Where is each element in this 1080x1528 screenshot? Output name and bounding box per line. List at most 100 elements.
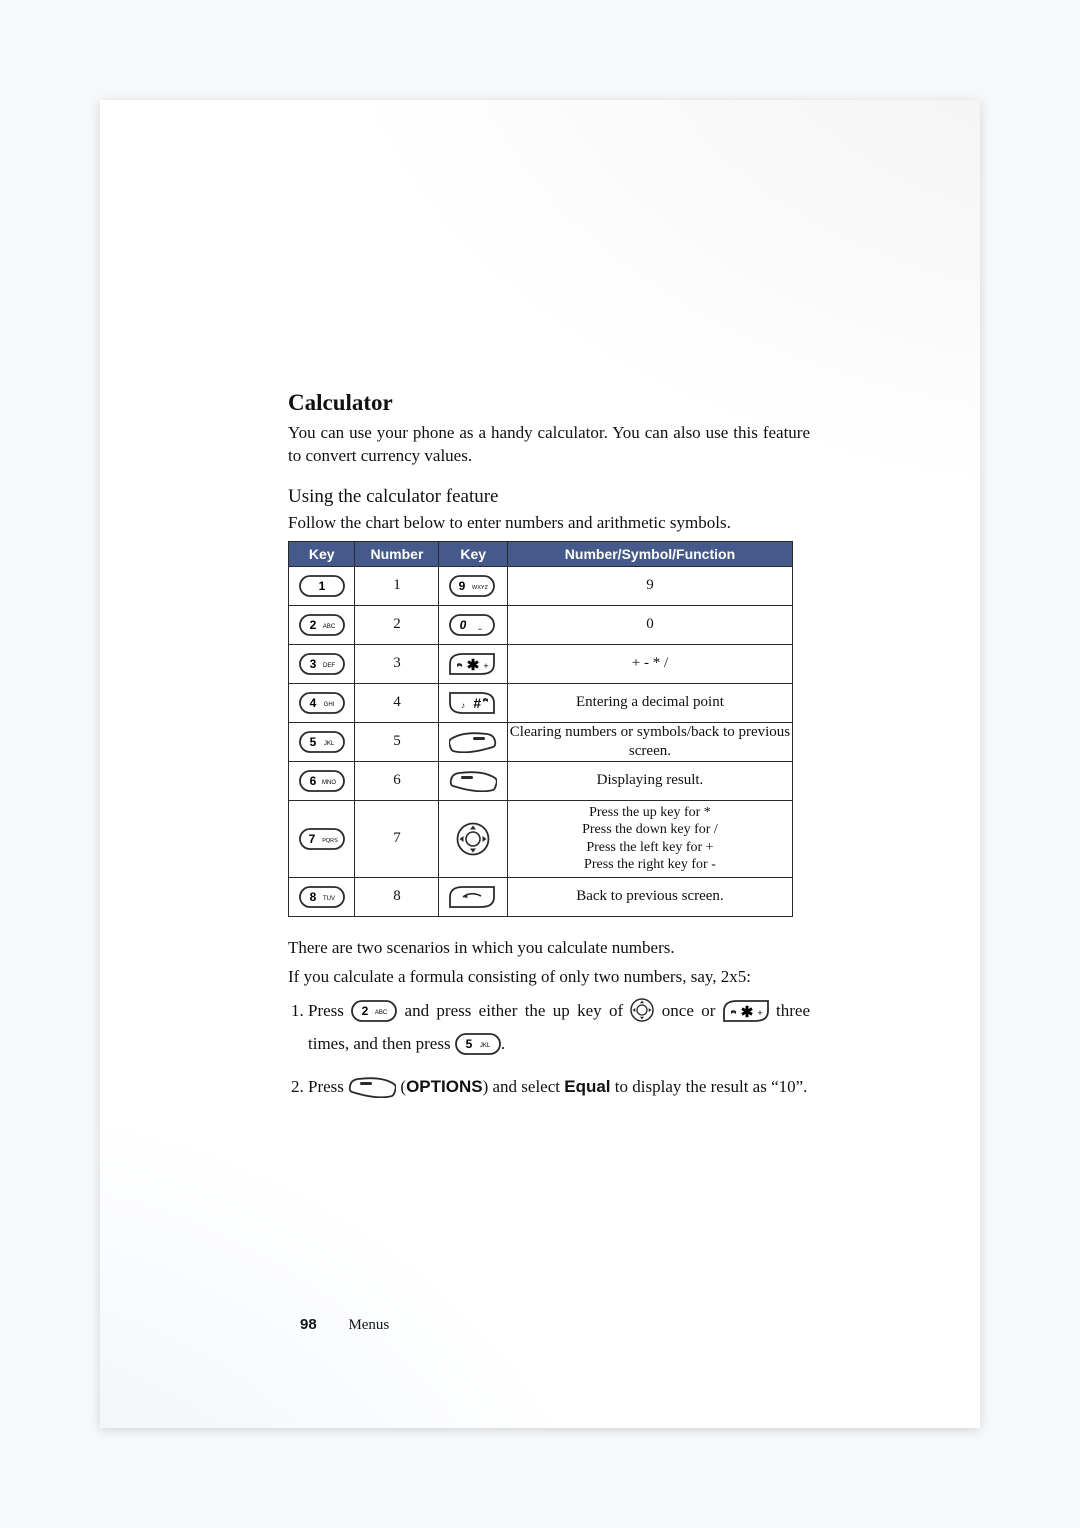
func-line: 9	[508, 576, 792, 595]
number-cell: 1	[355, 566, 439, 605]
scenarios-ifline: If you calculate a formula consisting of…	[288, 966, 810, 989]
func-line: Clearing numbers or symbols/back to prev…	[508, 723, 792, 761]
step-2: Press (OPTIONS) and select Equal to disp…	[308, 1073, 810, 1106]
number-cell: 8	[355, 877, 439, 916]
step1-c: once or	[662, 1001, 723, 1020]
function-cell: Clearing numbers or symbols/back to prev…	[507, 722, 792, 761]
col-key-left: Key	[289, 541, 355, 566]
func-line: Press the down key for /	[508, 821, 792, 839]
left-key-cell	[289, 644, 355, 683]
function-cell: + - * /	[507, 644, 792, 683]
subheading: Using the calculator feature	[288, 486, 810, 508]
right-key-cell	[439, 761, 507, 800]
options-label: OPTIONS	[406, 1077, 483, 1096]
right-key-cell	[439, 877, 507, 916]
func-line: Back to previous screen.	[508, 887, 792, 906]
key-0-icon	[439, 614, 506, 636]
table-row: 19	[289, 566, 793, 605]
footer-label: Menus	[348, 1317, 389, 1333]
left-key-cell	[289, 800, 355, 877]
table-header-row: Key Number Key Number/Symbol/Function	[289, 541, 793, 566]
nav-key-icon	[630, 998, 654, 1030]
number-cell: 2	[355, 605, 439, 644]
right-key-cell	[439, 566, 507, 605]
function-cell: 0	[507, 605, 792, 644]
function-cell: Displaying result.	[507, 761, 792, 800]
number-cell: 7	[355, 800, 439, 877]
func-line: 0	[508, 615, 792, 634]
left-key-cell	[289, 683, 355, 722]
table-row: 4 Entering a decimal point	[289, 683, 793, 722]
table-row: 3 + - * /	[289, 644, 793, 683]
step-1: Press and press either the up key of onc…	[308, 997, 810, 1063]
right-key-cell	[439, 800, 507, 877]
func-line: Entering a decimal point	[508, 693, 792, 712]
function-cell: Back to previous screen.	[507, 877, 792, 916]
key-4-icon	[289, 692, 354, 714]
key-map-table: Key Number Key Number/Symbol/Function 19…	[288, 541, 793, 917]
function-cell: Press the up key for *Press the down key…	[507, 800, 792, 877]
step-list: Press and press either the up key of onc…	[288, 997, 810, 1107]
right-key-cell	[439, 683, 507, 722]
table-row: 20	[289, 605, 793, 644]
step2-a: Press	[308, 1077, 348, 1096]
number-cell: 3	[355, 644, 439, 683]
table-row: 6 Displaying result.	[289, 761, 793, 800]
page-content: Calculator You can use your phone as a h…	[288, 390, 810, 1116]
key-6-icon	[289, 770, 354, 792]
step1-e: .	[501, 1034, 505, 1053]
col-number: Number	[355, 541, 439, 566]
page-number: 98	[300, 1316, 317, 1333]
table-row: 5 Clearing numbers or symbols/back to pre…	[289, 722, 793, 761]
function-cell: 9	[507, 566, 792, 605]
page-footer: 98 Menus	[300, 1316, 389, 1334]
func-line: Displaying result.	[508, 771, 792, 790]
key-9-icon	[439, 575, 506, 597]
key-1-icon	[289, 575, 354, 597]
left-key-cell	[289, 761, 355, 800]
key-5-icon	[289, 731, 354, 753]
key-softleft-icon	[439, 770, 506, 792]
left-key-cell	[289, 566, 355, 605]
key-2-icon	[289, 614, 354, 636]
step2-b: ) and select	[483, 1077, 565, 1096]
key-8-icon	[289, 886, 354, 908]
left-key-cell	[289, 722, 355, 761]
function-cell: Entering a decimal point	[507, 683, 792, 722]
key-5-icon	[455, 1033, 501, 1063]
step2-c: to display the result as “10”.	[611, 1077, 808, 1096]
table-row: 8 Back to previous screen.	[289, 877, 793, 916]
scenarios-intro: There are two scenarios in which you cal…	[288, 937, 810, 960]
step1-a: Press	[308, 1001, 351, 1020]
key-nav-icon	[439, 822, 506, 856]
key-back-icon	[439, 886, 506, 908]
number-cell: 6	[355, 761, 439, 800]
table-row: 7 Press the up key for *Press the down ke…	[289, 800, 793, 877]
right-key-cell	[439, 644, 507, 683]
func-line: Press the up key for *	[508, 804, 792, 822]
col-key-right: Key	[439, 541, 507, 566]
key-7-icon	[289, 828, 354, 850]
left-key-cell	[289, 877, 355, 916]
star-key-icon	[723, 1000, 769, 1030]
right-key-cell	[439, 605, 507, 644]
func-line: Press the right key for -	[508, 856, 792, 874]
manual-page: Calculator You can use your phone as a h…	[100, 100, 980, 1428]
func-line: + - * /	[508, 654, 792, 673]
equal-label: Equal	[564, 1077, 610, 1096]
func-line: Press the left key for +	[508, 839, 792, 857]
left-key-cell	[289, 605, 355, 644]
right-key-cell	[439, 722, 507, 761]
number-cell: 5	[355, 722, 439, 761]
key-softright-icon	[439, 731, 506, 753]
section-intro: You can use your phone as a handy calcul…	[288, 422, 810, 468]
key-2-icon	[351, 1000, 397, 1030]
section-title: Calculator	[288, 390, 810, 416]
step1-b: and press either the up key of	[405, 1001, 631, 1020]
key-hash-icon	[439, 692, 506, 714]
softleft-key-icon	[348, 1076, 396, 1106]
col-function: Number/Symbol/Function	[507, 541, 792, 566]
number-cell: 4	[355, 683, 439, 722]
follow-line: Follow the chart below to enter numbers …	[288, 512, 810, 535]
key-star-icon	[439, 653, 506, 675]
